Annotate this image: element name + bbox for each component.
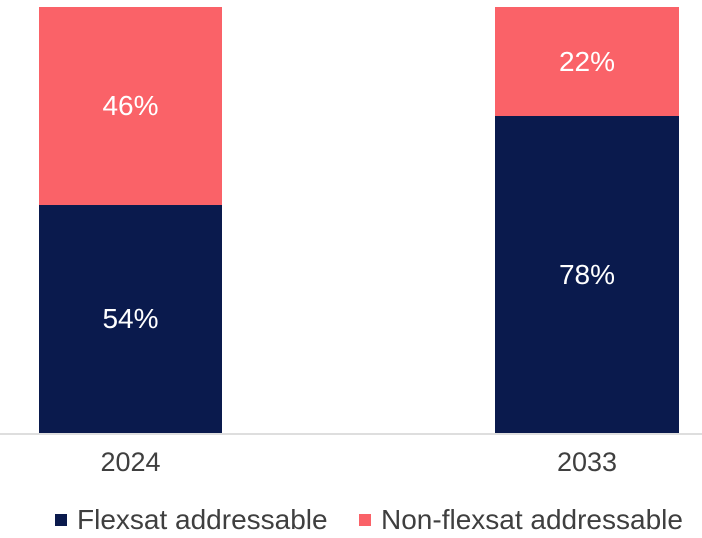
segment-value-label: 22% — [558, 45, 616, 77]
bar-segment: 46% — [39, 7, 222, 206]
segment-value-label: 54% — [102, 303, 159, 335]
legend: Flexsat addressable Non-flexsat addressa… — [0, 504, 702, 536]
segment-value-label: 46% — [102, 90, 159, 122]
bar-2024: 46% 54% — [39, 7, 222, 433]
segment-value-label: 78% — [558, 258, 616, 290]
bar-segment: 78% — [495, 116, 679, 433]
legend-item-non-flexsat: Non-flexsat addressable — [359, 504, 683, 536]
x-axis-label-2033: 2033 — [556, 447, 618, 477]
non-flexsat-swatch-icon — [359, 514, 371, 526]
bar-2033: 22% 78% — [495, 7, 679, 433]
bar-segment: 54% — [39, 205, 222, 433]
legend-label: Non-flexsat addressable — [381, 504, 683, 535]
legend-label: Flexsat addressable — [77, 504, 328, 535]
flexsat-swatch-icon — [55, 514, 67, 526]
x-axis-line — [0, 433, 702, 435]
legend-item-flexsat: Flexsat addressable — [55, 504, 328, 536]
bar-segment: 22% — [495, 7, 679, 117]
plot-area: 46% 54% 22% 78% — [0, 7, 702, 435]
x-axis-label-2024: 2024 — [100, 447, 161, 477]
